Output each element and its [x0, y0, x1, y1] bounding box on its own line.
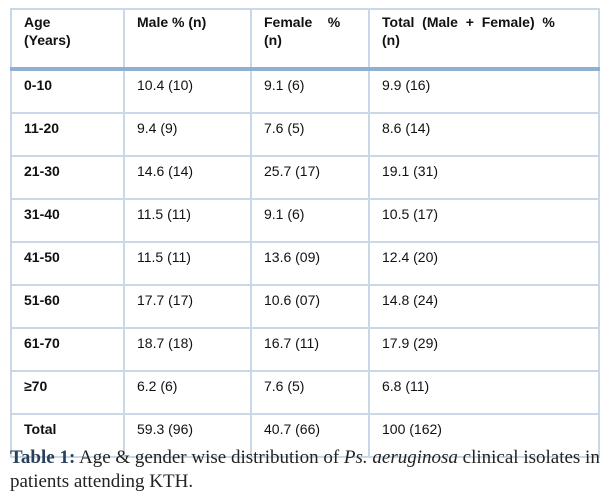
female-cell: 25.7 (17)	[250, 155, 370, 200]
caption-text-after: clinical isolates in patients attending …	[10, 447, 600, 492]
female-cell: 9.1 (6)	[250, 68, 370, 114]
total-cell: 10.5 (17)	[368, 198, 600, 243]
table-row: 0-10 10.4 (10) 9.1 (6) 9.9 (16)	[10, 68, 600, 114]
male-cell: 11.5 (11)	[123, 198, 252, 243]
header-male: Male % (n)	[123, 8, 252, 71]
male-cell: 9.4 (9)	[123, 112, 252, 157]
female-cell: 7.6 (5)	[250, 112, 370, 157]
total-cell: 100 (162)	[368, 413, 600, 458]
male-cell: 17.7 (17)	[123, 284, 252, 329]
age-cell: Total	[10, 413, 125, 458]
male-cell: 6.2 (6)	[123, 370, 252, 415]
male-cell: 18.7 (18)	[123, 327, 252, 372]
age-cell: 0-10	[10, 68, 125, 114]
female-cell: 10.6 (07)	[250, 284, 370, 329]
table-body: 0-10 10.4 (10) 9.1 (6) 9.9 (16) 11-20 9.4 (9)…	[10, 68, 600, 458]
female-cell: 7.6 (5)	[250, 370, 370, 415]
header-female-text: Female % (n)	[264, 14, 341, 48]
table-row: Total 59.3 (96) 40.7 (66) 100 (162)	[10, 413, 600, 458]
male-cell: 10.4 (10)	[123, 68, 252, 114]
female-cell: 40.7 (66)	[250, 413, 370, 458]
caption-text-before: Age & gender wise distribution of	[75, 447, 344, 468]
age-cell: 61-70	[10, 327, 125, 372]
total-cell: 8.6 (14)	[368, 112, 600, 157]
age-cell: ≥70	[10, 370, 125, 415]
total-cell: 6.8 (11)	[368, 370, 600, 415]
age-cell: 31-40	[10, 198, 125, 243]
total-cell: 19.1 (31)	[368, 155, 600, 200]
table-row: 11-20 9.4 (9) 7.6 (5) 8.6 (14)	[10, 112, 600, 157]
table-row: 31-40 11.5 (11) 9.1 (6) 10.5 (17)	[10, 198, 600, 243]
age-cell: 51-60	[10, 284, 125, 329]
male-cell: 59.3 (96)	[123, 413, 252, 458]
age-cell: 11-20	[10, 112, 125, 157]
total-cell: 9.9 (16)	[368, 68, 600, 114]
table-container: Age (Years) Male % (n) Female % (n) Tota…	[10, 8, 600, 458]
female-cell: 9.1 (6)	[250, 198, 370, 243]
header-female: Female % (n)	[250, 8, 370, 71]
header-total: Total (Male + Female) % (n)	[368, 8, 600, 71]
table-row: ≥70 6.2 (6) 7.6 (5) 6.8 (11)	[10, 370, 600, 415]
table-row: 51-60 17.7 (17) 10.6 (07) 14.8 (24)	[10, 284, 600, 329]
total-cell: 12.4 (20)	[368, 241, 600, 286]
table-caption: Table 1: Age & gender wise distribution …	[10, 446, 610, 494]
age-cell: 21-30	[10, 155, 125, 200]
female-cell: 16.7 (11)	[250, 327, 370, 372]
age-gender-table: Age (Years) Male % (n) Female % (n) Tota…	[10, 8, 600, 458]
header-age: Age (Years)	[10, 8, 125, 71]
total-cell: 17.9 (29)	[368, 327, 600, 372]
caption-organism: Ps. aeruginosa	[343, 447, 458, 468]
header-total-text: Total (Male + Female) % (n)	[382, 14, 555, 48]
header-male-text: Male % (n)	[137, 14, 207, 30]
caption-label: Table 1:	[10, 447, 76, 468]
table-row: 41-50 11.5 (11) 13.6 (09) 12.4 (20)	[10, 241, 600, 286]
table-row: 61-70 18.7 (18) 16.7 (11) 17.9 (29)	[10, 327, 600, 372]
total-cell: 14.8 (24)	[368, 284, 600, 329]
table-header: Age (Years) Male % (n) Female % (n) Tota…	[10, 8, 600, 71]
table-row: 21-30 14.6 (14) 25.7 (17) 19.1 (31)	[10, 155, 600, 200]
age-cell: 41-50	[10, 241, 125, 286]
male-cell: 11.5 (11)	[123, 241, 252, 286]
female-cell: 13.6 (09)	[250, 241, 370, 286]
header-row: Age (Years) Male % (n) Female % (n) Tota…	[10, 8, 600, 71]
header-age-text: Age (Years)	[24, 14, 71, 48]
male-cell: 14.6 (14)	[123, 155, 252, 200]
